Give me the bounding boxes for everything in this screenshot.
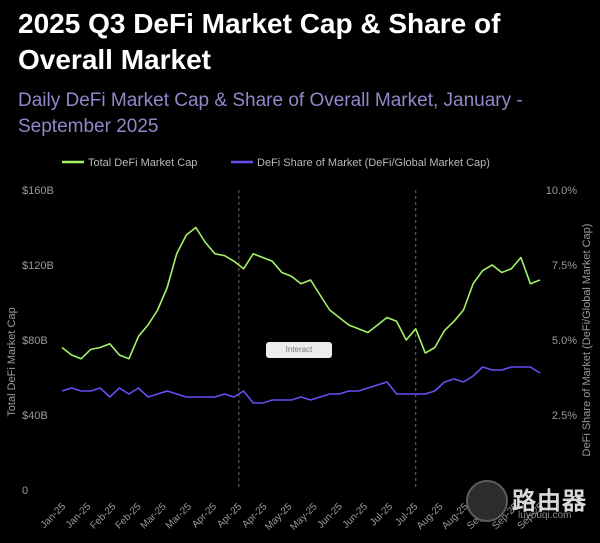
y-tick-right-label: 10.0%	[546, 185, 577, 197]
y-axis-left-label: Total DeFi Market Cap	[6, 307, 18, 416]
x-tick-label: Apr-25	[190, 501, 219, 530]
x-tick-label: Jan-25	[64, 501, 94, 531]
y-ticks-left: 0 $40B $80B $120B $160B	[22, 185, 54, 497]
x-tick-label: Apr-25	[215, 501, 244, 530]
x-tick-label: Feb-25	[88, 501, 118, 531]
y-axis-right-label: DeFi Share of Market (DeFi/Global Market…	[581, 224, 593, 457]
watermark-site: luyouqi.com	[518, 510, 572, 521]
y-tick-right-label: 7.5%	[552, 260, 577, 272]
series-group	[61, 226, 541, 404]
legend: Total DeFi Market Cap DeFi Share of Mark…	[62, 157, 490, 169]
x-tick-label: Jun-25	[315, 501, 345, 531]
x-tick-label: Mar-25	[139, 501, 169, 531]
x-tick-label: Jun-25	[341, 501, 371, 531]
x-tick-label: Jan-25	[39, 501, 69, 531]
x-tick-label: Aug-25	[415, 501, 446, 532]
watermark-logo: 路由器 luyouqi.com	[466, 480, 592, 524]
y-ticks-right: 2.5% 5.0% 7.5% 10.0%	[546, 185, 577, 422]
reference-lines	[238, 190, 417, 490]
x-tick-label: Mar-25	[164, 501, 194, 531]
series-line-share	[61, 366, 541, 404]
x-tick-label: May-25	[288, 501, 320, 533]
x-tick-label: Jul-25	[368, 501, 395, 528]
interact-button[interactable]: Interact	[266, 342, 332, 358]
legend-label-share: DeFi Share of Market (DeFi/Global Market…	[257, 157, 490, 169]
watermark-brand: 路由器	[512, 488, 587, 515]
y-tick-right-label: 2.5%	[552, 410, 577, 422]
series-line-market-cap	[61, 226, 541, 360]
y-tick-left-label: $80B	[22, 335, 48, 347]
y-tick-left-label: 0	[22, 485, 28, 497]
y-tick-left-label: $160B	[22, 185, 54, 197]
chart-title: 2025 Q3 DeFi Market Cap & Share of Overa…	[18, 8, 501, 75]
chart-subtitle: Daily DeFi Market Cap & Share of Overall…	[18, 90, 523, 137]
y-tick-left-label: $40B	[22, 410, 48, 422]
y-tick-right-label: 5.0%	[552, 335, 577, 347]
router-icon	[466, 480, 508, 522]
legend-label-market-cap: Total DeFi Market Cap	[88, 157, 197, 169]
x-tick-label: Feb-25	[113, 501, 143, 531]
y-tick-left-label: $120B	[22, 260, 54, 272]
